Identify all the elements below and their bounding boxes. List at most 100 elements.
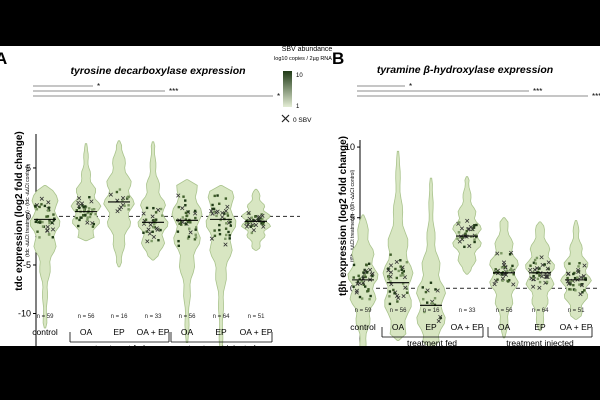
data-point-zero-sbv bbox=[501, 262, 507, 268]
data-point bbox=[500, 252, 503, 255]
y-tick-label: 10 bbox=[345, 142, 355, 152]
data-point-zero-sbv bbox=[367, 267, 373, 272]
data-point-zero-sbv bbox=[464, 234, 469, 239]
data-point bbox=[177, 244, 180, 248]
violin-shape bbox=[103, 140, 135, 268]
violin-group: n = 51 OA + EP bbox=[560, 220, 593, 332]
violin-group: n = 64 EP bbox=[205, 185, 237, 346]
data-point-zero-sbv bbox=[579, 283, 584, 288]
data-point bbox=[260, 222, 263, 225]
data-point bbox=[82, 205, 85, 209]
violin-group: n = 56 OA bbox=[382, 150, 414, 341]
data-point bbox=[532, 276, 535, 280]
sample-size-label: n = 33 bbox=[145, 314, 163, 320]
data-point-zero-sbv bbox=[354, 288, 359, 293]
data-point bbox=[532, 261, 536, 264]
data-point bbox=[583, 289, 586, 292]
data-point bbox=[38, 221, 42, 224]
data-point bbox=[503, 265, 506, 269]
data-point bbox=[228, 237, 231, 240]
group-label: treatment injected bbox=[506, 338, 574, 346]
panel-b-ylabel: tβh expression (log2 fold change) bbox=[338, 136, 349, 296]
data-point bbox=[78, 218, 81, 222]
sample-size-label: n = 51 bbox=[248, 314, 266, 320]
data-point bbox=[142, 231, 145, 234]
data-point bbox=[179, 223, 183, 226]
data-point bbox=[422, 297, 425, 301]
data-point bbox=[84, 213, 87, 217]
data-point bbox=[145, 230, 148, 233]
panel-a-ylabel-sub: (tdc -∆∆Ct treatment) - (tdc -∆∆Ct contr… bbox=[25, 165, 31, 257]
data-point bbox=[576, 276, 579, 279]
data-point bbox=[456, 237, 459, 240]
data-point-zero-sbv bbox=[394, 259, 399, 264]
data-point bbox=[211, 207, 214, 211]
sample-size-label: n = 56 bbox=[179, 314, 197, 320]
sample-size-label: n = 56 bbox=[496, 308, 514, 314]
category-label: OA + EP bbox=[137, 327, 170, 337]
data-point bbox=[90, 211, 94, 214]
data-point bbox=[224, 233, 228, 237]
figure-canvas: A tyrosine decarboxylase expression tdc … bbox=[0, 46, 600, 346]
data-point-zero-sbv bbox=[578, 275, 584, 280]
data-point bbox=[154, 211, 158, 214]
data-point bbox=[152, 206, 155, 210]
data-point-zero-sbv bbox=[492, 282, 497, 287]
data-point-zero-sbv bbox=[118, 205, 124, 210]
data-point-zero-sbv bbox=[261, 224, 266, 229]
significance-label: *** bbox=[592, 92, 600, 101]
significance-label: *** bbox=[169, 87, 178, 96]
data-point bbox=[187, 220, 191, 223]
data-point bbox=[388, 295, 391, 298]
data-point bbox=[365, 270, 369, 274]
data-point bbox=[246, 221, 249, 225]
data-point-zero-sbv bbox=[120, 195, 126, 201]
data-point-zero-sbv bbox=[147, 231, 152, 236]
violin-shape bbox=[416, 177, 446, 346]
data-point bbox=[471, 228, 474, 232]
y-tick-label: 0 bbox=[26, 211, 31, 221]
data-point-zero-sbv bbox=[493, 278, 499, 283]
data-point-zero-sbv bbox=[253, 222, 259, 228]
data-point bbox=[47, 233, 51, 236]
data-point bbox=[538, 267, 541, 270]
data-point-zero-sbv bbox=[546, 260, 551, 265]
data-point bbox=[194, 228, 197, 231]
data-point bbox=[536, 277, 540, 281]
significance-label: * bbox=[409, 82, 412, 91]
violin-group: n = 64 EP bbox=[525, 221, 555, 332]
data-point-zero-sbv bbox=[85, 220, 90, 225]
data-point-zero-sbv bbox=[388, 274, 393, 279]
data-point bbox=[86, 218, 89, 221]
data-point-zero-sbv bbox=[176, 193, 181, 198]
panel-a-title: tyrosine decarboxylase expression bbox=[70, 65, 245, 77]
data-point bbox=[77, 224, 80, 228]
data-point bbox=[127, 204, 130, 207]
data-point bbox=[388, 290, 392, 293]
violin-shape bbox=[382, 150, 414, 341]
data-point-zero-sbv bbox=[89, 199, 94, 204]
data-point bbox=[501, 279, 504, 282]
data-point bbox=[193, 238, 197, 241]
y-tick-label: 0 bbox=[350, 283, 355, 293]
data-point bbox=[568, 288, 571, 291]
data-point bbox=[401, 271, 404, 275]
data-point-zero-sbv bbox=[465, 218, 470, 223]
data-point bbox=[581, 291, 584, 294]
data-point bbox=[37, 221, 40, 224]
data-point bbox=[247, 219, 251, 222]
data-point-zero-sbv bbox=[244, 224, 250, 229]
data-point bbox=[75, 216, 78, 220]
data-point bbox=[582, 276, 585, 279]
legend-max-label: 10 bbox=[296, 73, 303, 79]
category-label: EP bbox=[534, 322, 546, 332]
data-point bbox=[533, 258, 537, 262]
violin-group: n = 56 OA bbox=[70, 143, 102, 337]
data-point bbox=[433, 297, 437, 300]
data-point bbox=[369, 294, 372, 298]
legend-min-label: 1 bbox=[296, 104, 300, 110]
violin-group: n = 33 OA + EP bbox=[451, 176, 484, 332]
violin-group: n = 56 OA bbox=[171, 179, 203, 343]
